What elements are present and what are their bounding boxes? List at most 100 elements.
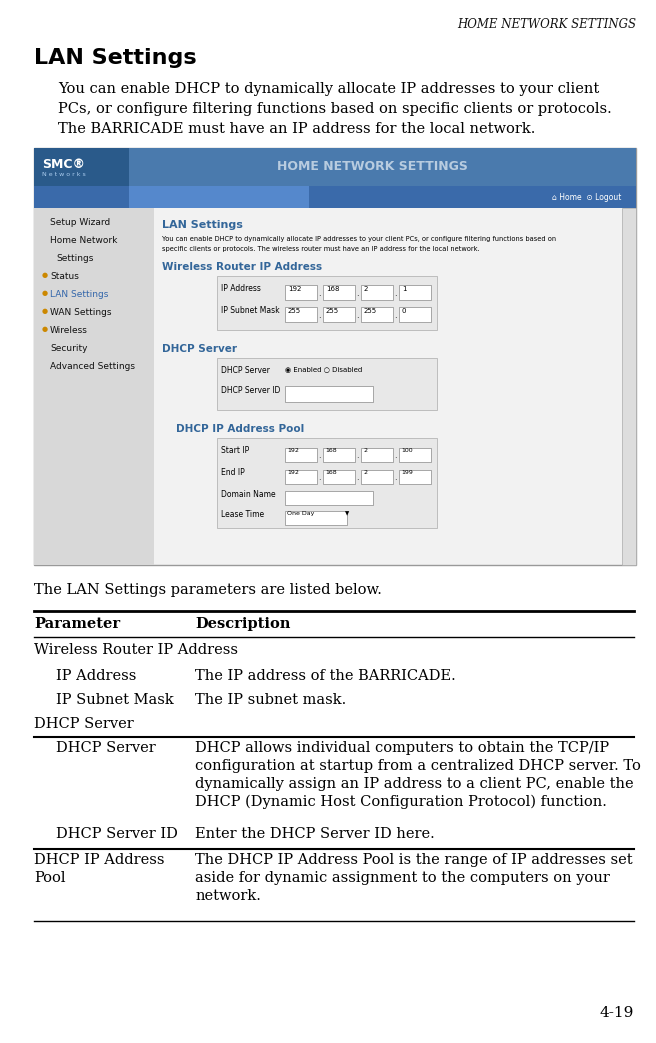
Text: .: .: [356, 311, 359, 320]
Text: 255: 255: [364, 308, 377, 314]
Text: HOME NETWORK SETTINGS: HOME NETWORK SETTINGS: [457, 18, 636, 31]
Text: ●: ●: [42, 290, 48, 296]
Text: Start IP: Start IP: [221, 446, 249, 455]
Text: Settings: Settings: [56, 254, 93, 263]
Text: LAN Settings: LAN Settings: [34, 48, 197, 68]
Text: Wireless Router IP Address: Wireless Router IP Address: [162, 262, 322, 272]
Bar: [285, 448, 317, 462]
Text: .: .: [394, 311, 397, 320]
Text: DHCP IP Address Pool: DHCP IP Address Pool: [176, 425, 304, 434]
Text: DHCP Server: DHCP Server: [34, 717, 134, 731]
Bar: [34, 148, 129, 186]
Text: .: .: [356, 451, 358, 460]
Text: .: .: [318, 472, 320, 482]
Text: DHCP Server: DHCP Server: [221, 366, 270, 375]
Text: IP Subnet Mask: IP Subnet Mask: [221, 306, 279, 315]
Text: DHCP Server ID: DHCP Server ID: [221, 386, 280, 395]
Text: DHCP Server ID: DHCP Server ID: [56, 827, 178, 841]
Text: ●: ●: [42, 272, 48, 278]
Text: Status: Status: [50, 272, 79, 281]
Text: DHCP IP Address
Pool: DHCP IP Address Pool: [34, 853, 165, 884]
Text: ●: ●: [42, 326, 48, 332]
Text: One Day: One Day: [287, 511, 314, 516]
Text: Lease Time: Lease Time: [221, 510, 264, 519]
Bar: [323, 470, 355, 484]
Text: HOME NETWORK SETTINGS: HOME NETWORK SETTINGS: [277, 161, 468, 173]
Text: 255: 255: [326, 308, 339, 314]
Text: 4-19: 4-19: [600, 1006, 634, 1020]
Text: DHCP allows individual computers to obtain the TCP/IP
configuration at startup f: DHCP allows individual computers to obta…: [195, 741, 641, 809]
Bar: [361, 285, 393, 300]
Text: Enter the DHCP Server ID here.: Enter the DHCP Server ID here.: [195, 827, 435, 841]
Text: 192: 192: [287, 470, 299, 475]
Bar: [622, 208, 636, 565]
Bar: [323, 285, 355, 300]
Text: The IP subnet mask.: The IP subnet mask.: [195, 693, 346, 707]
Text: The DHCP IP Address Pool is the range of IP addresses set
aside for dynamic assi: The DHCP IP Address Pool is the range of…: [195, 853, 632, 902]
Text: Description: Description: [195, 617, 291, 631]
Text: 192: 192: [288, 286, 301, 292]
Text: .: .: [394, 289, 397, 298]
Text: .: .: [356, 472, 358, 482]
Bar: [285, 307, 317, 322]
Bar: [323, 448, 355, 462]
Bar: [217, 438, 437, 528]
Text: 199: 199: [401, 470, 413, 475]
Text: Home Network: Home Network: [50, 236, 117, 245]
Bar: [285, 511, 347, 525]
Text: 1: 1: [402, 286, 407, 292]
Text: ◉ Enabled ○ Disabled: ◉ Enabled ○ Disabled: [285, 366, 362, 372]
Text: The BARRICADE must have an IP address for the local network.: The BARRICADE must have an IP address fo…: [58, 122, 535, 136]
Text: Parameter: Parameter: [34, 617, 120, 631]
Text: 0: 0: [402, 308, 407, 314]
Text: ▼: ▼: [345, 511, 349, 516]
Text: LAN Settings: LAN Settings: [50, 290, 108, 299]
Text: .: .: [318, 451, 320, 460]
Text: 168: 168: [325, 448, 337, 453]
Text: .: .: [356, 289, 359, 298]
Text: 100: 100: [401, 448, 413, 453]
Text: Advanced Settings: Advanced Settings: [50, 362, 135, 371]
Bar: [361, 470, 393, 484]
Text: 168: 168: [326, 286, 340, 292]
Bar: [129, 186, 309, 208]
Bar: [361, 307, 393, 322]
Text: The LAN Settings parameters are listed below.: The LAN Settings parameters are listed b…: [34, 583, 382, 597]
Text: DHCP Server: DHCP Server: [56, 741, 155, 755]
Text: 2: 2: [363, 470, 367, 475]
Bar: [217, 358, 437, 410]
Bar: [285, 386, 373, 402]
Bar: [399, 448, 431, 462]
Bar: [361, 448, 393, 462]
Text: WAN Settings: WAN Settings: [50, 308, 112, 317]
Bar: [34, 186, 636, 208]
Text: The IP address of the BARRICADE.: The IP address of the BARRICADE.: [195, 669, 456, 683]
Bar: [399, 285, 431, 300]
Text: ●: ●: [42, 308, 48, 314]
Text: IP Address: IP Address: [221, 284, 261, 293]
Bar: [399, 307, 431, 322]
Text: specific clients or protocols. The wireless router must have an IP address for t: specific clients or protocols. The wirel…: [162, 246, 480, 252]
Text: IP Address: IP Address: [56, 669, 136, 683]
Text: SMC®: SMC®: [42, 157, 85, 171]
Bar: [323, 307, 355, 322]
Text: .: .: [318, 289, 321, 298]
Bar: [399, 470, 431, 484]
Text: ⌂ Home  ⊙ Logout: ⌂ Home ⊙ Logout: [552, 193, 621, 201]
Bar: [217, 276, 437, 330]
Bar: [34, 148, 636, 565]
Bar: [34, 208, 154, 565]
Text: End IP: End IP: [221, 468, 245, 477]
Bar: [285, 470, 317, 484]
Text: Wireless Router IP Address: Wireless Router IP Address: [34, 642, 238, 657]
Text: Setup Wizard: Setup Wizard: [50, 218, 110, 227]
Text: 2: 2: [364, 286, 369, 292]
Text: .: .: [394, 472, 396, 482]
Text: LAN Settings: LAN Settings: [162, 220, 243, 231]
Text: .: .: [394, 451, 396, 460]
Text: 2: 2: [363, 448, 367, 453]
Bar: [285, 491, 373, 505]
Text: 168: 168: [325, 470, 337, 475]
Text: You can enable DHCP to dynamically allocate IP addresses to your client PCs, or : You can enable DHCP to dynamically alloc…: [162, 236, 556, 242]
Text: PCs, or configure filtering functions based on specific clients or protocols.: PCs, or configure filtering functions ba…: [58, 102, 612, 116]
